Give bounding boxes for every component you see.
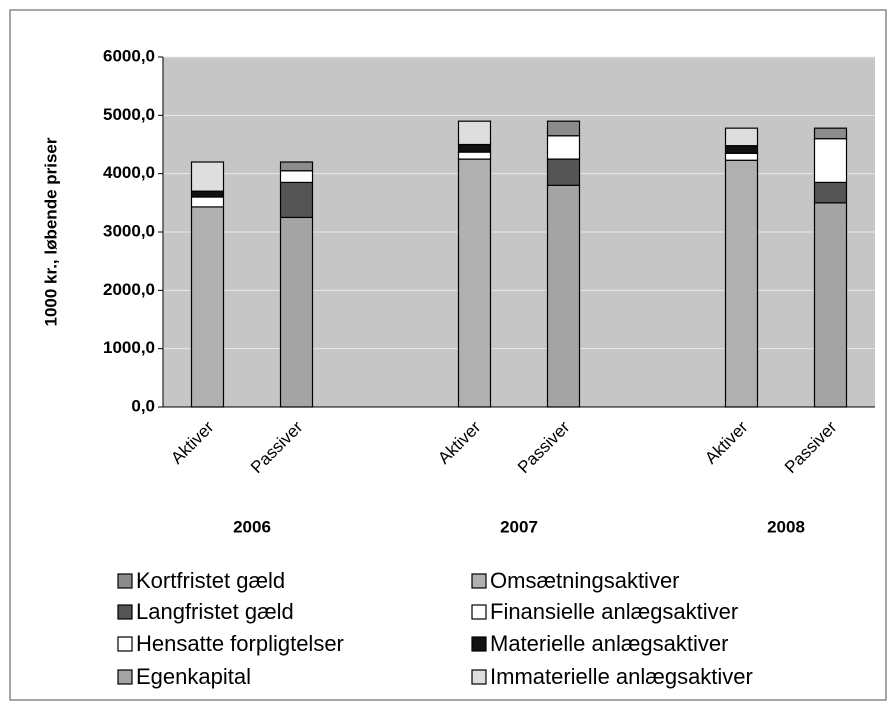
legend-label: Egenkapital xyxy=(136,664,251,689)
bar-segment xyxy=(724,145,759,154)
group-label: 2006 xyxy=(233,517,271,536)
legend-label: Immaterielle anlægsaktiver xyxy=(490,664,753,689)
legend-label: Materielle anlægsaktiver xyxy=(490,631,728,656)
y-tick-label: 0,0 xyxy=(131,396,155,415)
y-tick-label: 2000,0 xyxy=(103,280,155,299)
legend-swatch xyxy=(117,636,133,652)
legend-swatch xyxy=(471,604,487,620)
legend-swatch xyxy=(117,604,133,620)
bar-segment xyxy=(724,152,759,161)
bar-segment xyxy=(190,161,225,192)
bar-segment xyxy=(279,170,314,184)
bar-segment xyxy=(813,202,848,408)
legend-swatch xyxy=(117,573,133,589)
legend-label: Kortfristet gæld xyxy=(136,568,285,593)
bar-segment xyxy=(457,158,492,408)
legend-swatch xyxy=(471,669,487,685)
y-tick-label: 4000,0 xyxy=(103,163,155,182)
bar-segment xyxy=(190,206,225,408)
bar-segment xyxy=(190,190,225,198)
bar-segment xyxy=(546,135,581,160)
bar-segment xyxy=(279,181,314,219)
bar-segment xyxy=(457,151,492,160)
bar-segment xyxy=(457,143,492,153)
bar-segment xyxy=(813,181,848,204)
legend-swatch xyxy=(117,669,133,685)
bar-segment xyxy=(279,161,314,172)
bar-segment xyxy=(457,120,492,146)
y-tick-label: 5000,0 xyxy=(103,105,155,124)
bar-segment xyxy=(546,120,581,137)
bar-segment xyxy=(546,158,581,186)
bar-segment xyxy=(546,184,581,408)
bar-segment xyxy=(724,127,759,147)
group-label: 2007 xyxy=(500,517,538,536)
legend-label: Finansielle anlægsaktiver xyxy=(490,599,738,624)
y-tick-label: 6000,0 xyxy=(103,46,155,65)
y-tick-label: 3000,0 xyxy=(103,221,155,240)
legend-swatch xyxy=(471,573,487,589)
legend-label: Hensatte forpligtelser xyxy=(136,631,344,656)
bar-segment xyxy=(813,138,848,184)
y-axis-label: 1000 kr., løbende priser xyxy=(41,137,60,326)
legend-label: Langfristet gæld xyxy=(136,599,294,624)
y-tick-label: 1000,0 xyxy=(103,338,155,357)
legend-label: Omsætningsaktiver xyxy=(490,568,680,593)
bar-segment xyxy=(279,216,314,408)
legend-swatch xyxy=(471,636,487,652)
bar-segment xyxy=(724,159,759,408)
bar-segment xyxy=(190,196,225,208)
bar-segment xyxy=(813,127,848,140)
group-label: 2008 xyxy=(767,517,805,536)
